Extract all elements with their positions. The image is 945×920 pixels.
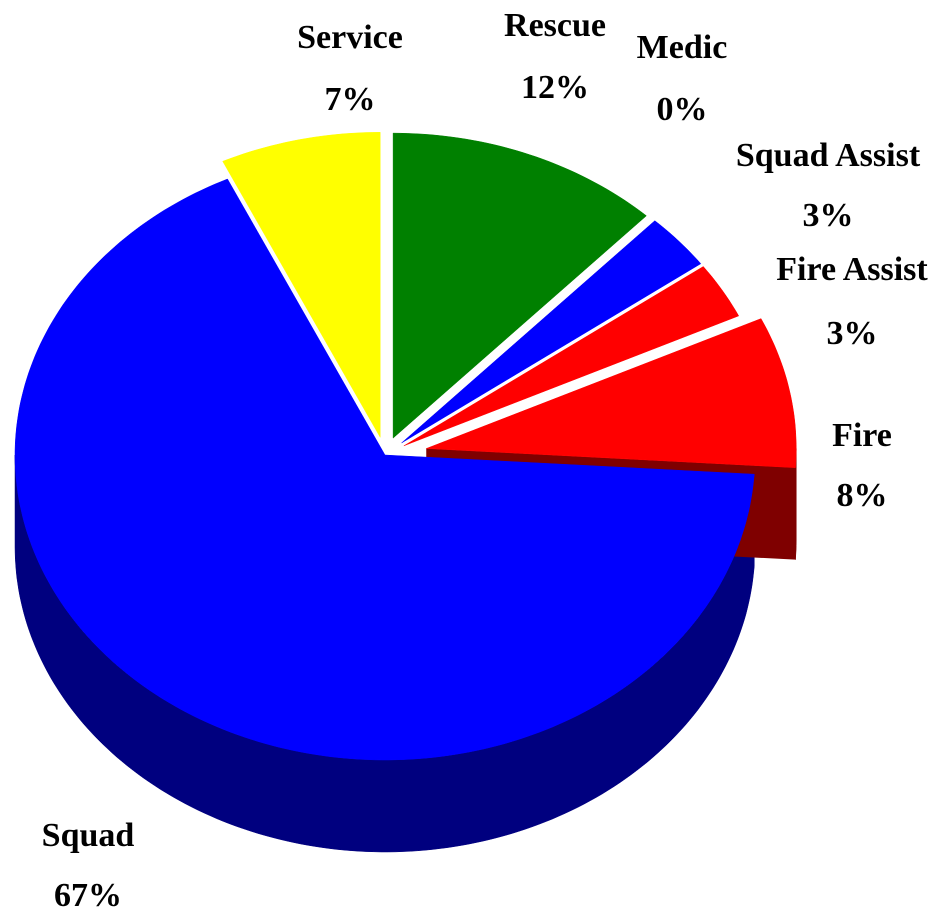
- slice-value-label: 12%: [521, 69, 589, 106]
- slice-value-label: 3%: [803, 197, 854, 234]
- slice-label: Rescue: [504, 7, 606, 44]
- slice-label: Squad Assist: [736, 137, 921, 174]
- slice-label: Fire: [832, 417, 892, 454]
- slice: [14, 178, 755, 761]
- slice-value-label: 0%: [657, 91, 708, 128]
- slice: [401, 220, 702, 444]
- slice-label: Fire Assist: [776, 251, 928, 288]
- slice-label: Medic: [637, 29, 728, 66]
- slice-value-label: 3%: [827, 315, 878, 352]
- slice-tops: [14, 132, 797, 761]
- slice-label: Service: [297, 19, 403, 56]
- slice: [392, 132, 647, 439]
- slice: [426, 318, 797, 468]
- slice-value-label: 7%: [325, 81, 376, 118]
- slice-value-label: 8%: [837, 477, 888, 514]
- slice: [403, 266, 740, 447]
- slice-value-label: 67%: [54, 877, 122, 914]
- slice-label: Squad: [42, 817, 135, 854]
- slice: [222, 132, 381, 439]
